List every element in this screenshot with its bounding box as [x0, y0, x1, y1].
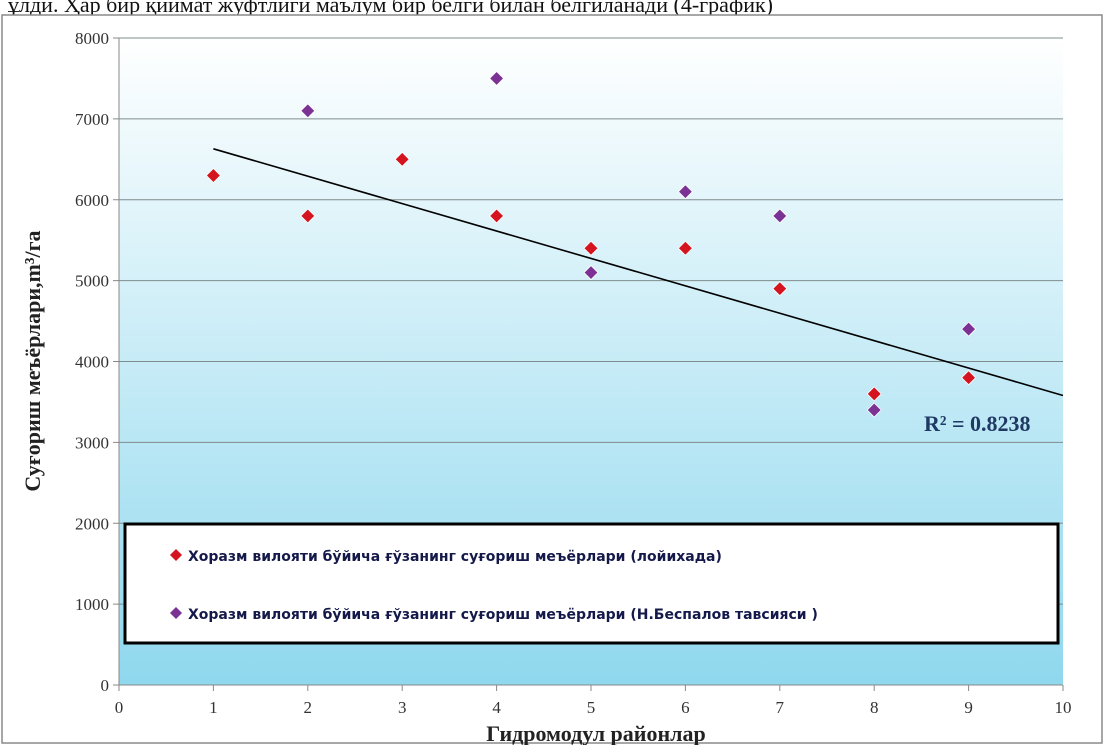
- x-tick-label: 9: [964, 698, 973, 717]
- x-tick-label: 7: [776, 698, 785, 717]
- data-point-series-2: [961, 321, 977, 337]
- data-point-series-1: [772, 281, 788, 297]
- data-point-series-2: [489, 70, 505, 87]
- x-tick-label: 4: [492, 698, 501, 717]
- x-axis-title: Гидромодул районлар: [486, 721, 705, 745]
- x-tick-label: 10: [1055, 698, 1072, 717]
- x-tick-label: 1: [209, 698, 218, 717]
- y-tick-label: 4000: [75, 353, 109, 372]
- x-tick-label: 2: [304, 698, 313, 717]
- y-axis-title: Суғориш меъёрлари,m³/га: [20, 230, 45, 491]
- y-tick-label: 5000: [75, 272, 109, 291]
- data-point-series-1: [205, 167, 221, 184]
- r-squared-label: R² = 0.8238: [924, 411, 1031, 436]
- data-point-series-1: [489, 208, 505, 224]
- tick-labels: 0 1000 2000 3000 4000 5000 6000 7000 8000 0 1 2 3 4 5 6…: [75, 29, 1072, 717]
- data-point-series-1: [677, 240, 693, 256]
- data-point-series-1: [961, 370, 977, 386]
- data-point-series-1: [583, 240, 599, 256]
- data-point-series-1: [300, 208, 316, 224]
- legend-label-series-2: Хоразм вилояти бўйича ғўзанинг суғориш м…: [188, 607, 818, 623]
- y-tick-label: 2000: [75, 514, 109, 533]
- y-tick-label: 7000: [75, 110, 109, 129]
- y-tick-label: 3000: [75, 433, 109, 452]
- legend: Хоразм вилояти бўйича ғўзанинг суғориш м…: [123, 522, 1060, 645]
- trendline: [213, 148, 1064, 397]
- x-tick-label: 8: [870, 698, 879, 717]
- x-tick-label: 6: [681, 698, 690, 717]
- data-point-series-2: [677, 184, 693, 200]
- data-point-series-2: [866, 402, 882, 418]
- legend-marker-series-2: [170, 607, 182, 619]
- x-tick-label: 0: [115, 698, 124, 717]
- data-point-series-2: [583, 264, 599, 281]
- y-tick-label: 6000: [75, 191, 109, 210]
- data-point-series-1: [394, 151, 410, 167]
- data-points: [205, 70, 977, 418]
- x-tick-label: 5: [587, 698, 596, 717]
- x-tick-label: 3: [398, 698, 407, 717]
- data-point-series-1: [866, 386, 882, 402]
- legend-label-series-1: Хоразм вилояти бўйича ғўзанинг суғориш м…: [188, 549, 722, 565]
- data-point-series-2: [772, 208, 788, 224]
- y-tick-label: 1000: [75, 595, 109, 614]
- y-tick-label: 8000: [75, 29, 109, 48]
- header-text: ұлди. Ҳар бир қиймат жуфтлиги маълум бир…: [8, 0, 773, 17]
- axes: [113, 37, 1064, 691]
- trendline-layer: [213, 148, 1064, 397]
- data-point-series-2: [300, 103, 316, 119]
- y-tick-label: 0: [101, 676, 110, 695]
- legend-box: [123, 522, 1060, 645]
- legend-marker-series-1: [170, 549, 182, 561]
